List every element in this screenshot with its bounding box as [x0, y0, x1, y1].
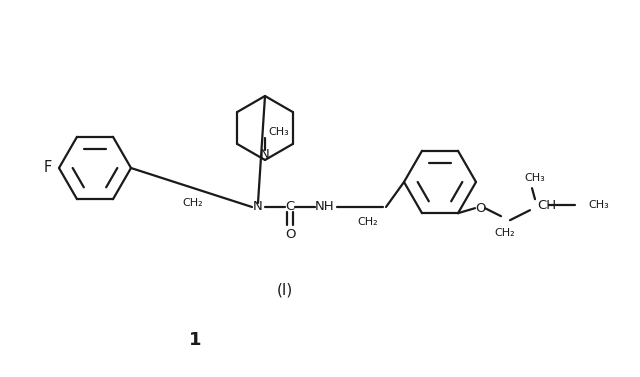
Text: CH₃: CH₃ — [525, 173, 545, 183]
Text: N: N — [260, 149, 270, 161]
Text: NH: NH — [315, 201, 335, 213]
Text: (I): (I) — [277, 282, 293, 297]
Text: O: O — [475, 202, 485, 215]
Text: N: N — [253, 201, 263, 213]
Text: O: O — [285, 228, 295, 242]
Text: C: C — [285, 201, 294, 213]
Text: CH: CH — [537, 199, 556, 211]
Text: 1: 1 — [189, 331, 201, 349]
Text: CH₂: CH₂ — [495, 228, 515, 238]
Text: CH₂: CH₂ — [358, 217, 378, 227]
Text: CH₃: CH₃ — [588, 200, 609, 210]
Text: F: F — [44, 161, 52, 176]
Text: CH₃: CH₃ — [268, 127, 289, 137]
Text: CH₂: CH₂ — [182, 198, 203, 207]
